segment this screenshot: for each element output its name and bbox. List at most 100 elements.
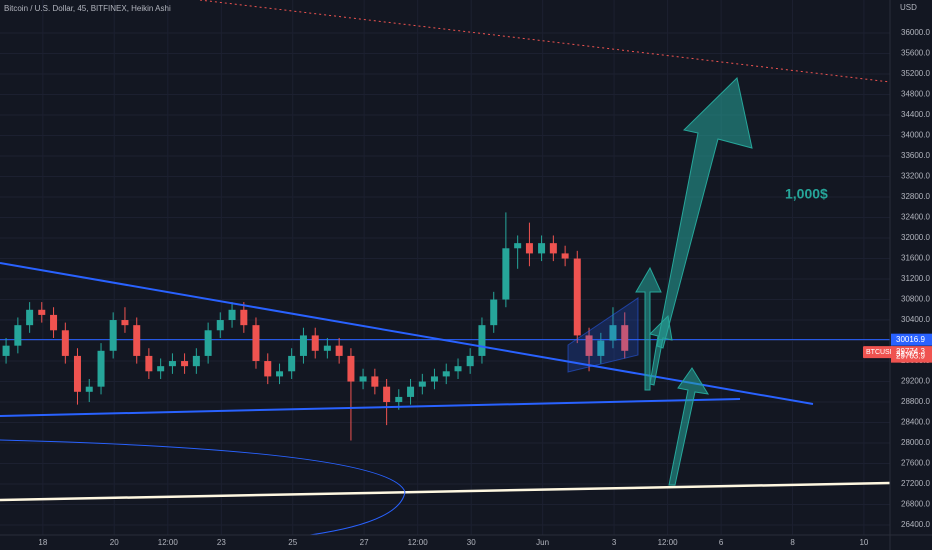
candle-body: [311, 335, 319, 351]
symbol-tag-text: BTCUSD: [866, 349, 895, 356]
y-tick-label: 26400.0: [901, 520, 930, 529]
candle-body: [525, 243, 533, 254]
axes: 26400.0 26800.0 27200.0 27600.0 28000.0 28400…: [38, 28, 930, 547]
candle-body: [359, 376, 367, 382]
candle-body: [407, 386, 415, 397]
y-tick-label: 31600.0: [901, 254, 930, 263]
y-tick-label: 30800.0: [901, 295, 930, 304]
y-tick-label: 27200.0: [901, 479, 930, 488]
candle-body: [204, 330, 212, 356]
x-tick-label: 18: [38, 538, 47, 547]
x-tick-label: 12:00: [408, 538, 429, 547]
x-tick-label: 6: [719, 538, 724, 547]
level-tag-text: 30016.9: [896, 335, 925, 344]
x-tick-label: 12:00: [158, 538, 179, 547]
y-tick-label: 30400.0: [901, 315, 930, 324]
candle-body: [549, 243, 557, 254]
x-tick-label: 20: [110, 538, 119, 547]
candle-body: [454, 366, 462, 372]
y-tick-label: 35200.0: [901, 69, 930, 78]
symbol-tag: [863, 346, 893, 359]
candle-body: [335, 345, 343, 356]
y-tick-label: 28400.0: [901, 418, 930, 427]
candle-body: [395, 396, 403, 403]
candle-body: [371, 376, 379, 387]
y-tick-label: 28800.0: [901, 397, 930, 406]
candle-body: [430, 376, 438, 382]
candle-body: [216, 320, 224, 331]
candle-body: [240, 309, 248, 326]
candle-body: [514, 243, 522, 249]
candle-body: [97, 350, 105, 387]
candle-body: [502, 248, 510, 300]
x-tick-label: 12:00: [658, 538, 679, 547]
candle-body: [538, 243, 546, 254]
candle-body: [38, 309, 46, 315]
candle-body: [109, 320, 117, 351]
candle-body: [299, 335, 307, 356]
curve: [0, 439, 406, 536]
y-tick-label: 35600.0: [901, 49, 930, 58]
x-tick-label: 30: [467, 538, 476, 547]
y-tick-label: 32400.0: [901, 213, 930, 222]
x-tick-label: 27: [360, 538, 369, 547]
candle-body: [73, 355, 81, 392]
x-tick-label: Jun: [536, 538, 549, 547]
arrow: [649, 314, 673, 386]
candle-body: [478, 325, 486, 356]
candle-body: [323, 345, 331, 351]
candle-body: [418, 381, 426, 387]
y-axis-label: USD: [900, 3, 917, 12]
support-line: [0, 398, 741, 417]
y-tick-label: 28000.0: [901, 438, 930, 447]
candle-body: [121, 320, 129, 326]
y-tick-label: 27600.0: [901, 459, 930, 468]
drawings: [0, 0, 891, 536]
annotation: 1,000$: [785, 186, 828, 202]
x-tick-label: 23: [217, 538, 226, 547]
price-tag-text: 29774.3: [896, 347, 925, 356]
candle-body: [181, 361, 189, 367]
chart-title: Bitcoin / U.S. Dollar, 45, BITFINEX, Hei…: [4, 4, 171, 13]
candle-body: [466, 355, 474, 367]
candle-body: [383, 386, 391, 403]
candle-body: [490, 299, 498, 326]
candle-body: [2, 345, 10, 356]
arrow: [668, 367, 709, 486]
y-tick-label: 34000.0: [901, 131, 930, 140]
candle-body: [228, 309, 236, 321]
candle-body: [61, 330, 69, 356]
x-tick-label: 25: [288, 538, 297, 547]
y-tick-label: 32000.0: [901, 233, 930, 242]
candle-body: [14, 325, 22, 346]
candle-body: [264, 361, 272, 377]
candle-body: [157, 366, 165, 372]
y-tick-label: 33600.0: [901, 151, 930, 160]
x-tick-label: 10: [859, 538, 868, 547]
y-tick-label: 31200.0: [901, 274, 930, 283]
candle-body: [288, 355, 296, 372]
candle-body: [561, 253, 569, 259]
y-tick-label: 29200.0: [901, 377, 930, 386]
x-tick-label: 3: [612, 538, 617, 547]
candle-body: [621, 325, 629, 351]
candle-body: [50, 314, 58, 331]
candle-body: [26, 309, 34, 326]
y-tick-label: 32800.0: [901, 192, 930, 201]
candle-body: [585, 335, 593, 356]
candle-body: [597, 340, 605, 356]
countdown-text: 31:47: [896, 349, 917, 358]
price-tag-text: 29763.9: [896, 352, 925, 361]
y-tick-label: 33200.0: [901, 172, 930, 181]
candle-body: [85, 386, 93, 392]
y-tick-label: 34800.0: [901, 90, 930, 99]
candle-body: [145, 355, 153, 372]
candle-body: [192, 355, 200, 367]
y-tick-label: 34400.0: [901, 110, 930, 119]
price-axis: [890, 0, 932, 550]
channel: [567, 297, 639, 373]
candle-body: [609, 325, 617, 341]
arrow: [635, 266, 662, 391]
